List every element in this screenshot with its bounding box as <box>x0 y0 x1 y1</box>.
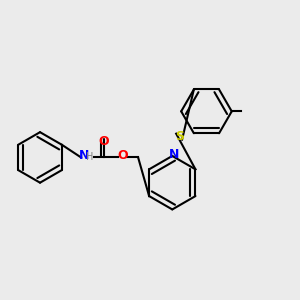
Text: H: H <box>86 152 94 162</box>
Text: N: N <box>169 148 179 161</box>
Text: N: N <box>79 148 89 162</box>
Text: O: O <box>117 149 128 162</box>
Text: O: O <box>99 135 109 148</box>
Text: S: S <box>175 130 184 143</box>
